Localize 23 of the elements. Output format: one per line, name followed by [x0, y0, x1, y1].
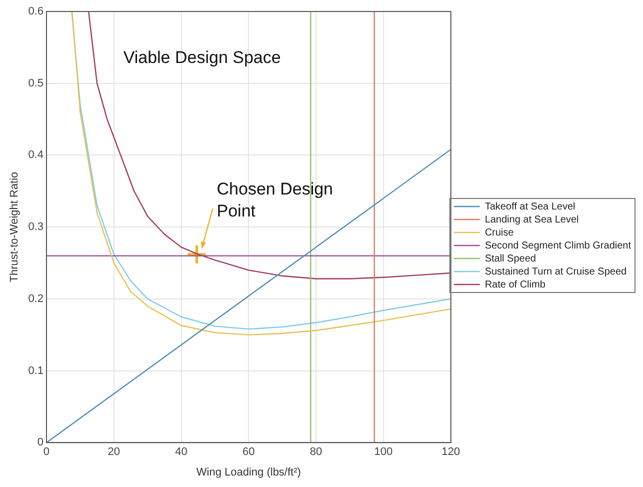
legend-label: Cruise — [484, 227, 514, 238]
x-tick-label: 60 — [242, 446, 255, 458]
legend-label: Takeoff at Sea Level — [484, 201, 576, 212]
x-tick-label: 20 — [108, 446, 120, 458]
y-tick-label: 0.6 — [28, 6, 44, 18]
y-tick-label: 0.5 — [28, 77, 44, 90]
legend-label: Landing at Sea Level — [484, 214, 579, 226]
legend-label: Rate of Climb — [484, 279, 546, 290]
legend-label: Stall Speed — [484, 253, 536, 264]
x-tick-label: 100 — [374, 446, 393, 458]
y-tick-label: 0.3 — [28, 221, 44, 234]
x-axis-title: Wing Loading (lbs/ft²) — [196, 466, 301, 478]
y-axis-title: Thrust-to-Weight Ratio — [8, 172, 21, 282]
x-tick-label: 80 — [310, 446, 322, 458]
legend-label: Sustained Turn at Cruise Speed — [484, 266, 627, 278]
legend-label: Second Segment Climb Gradient — [484, 240, 632, 252]
y-tick-label: 0.4 — [28, 149, 44, 162]
x-tick-label: 120 — [442, 446, 460, 458]
x-tick-label: 40 — [175, 446, 188, 458]
y-tick-label: 0.2 — [28, 292, 44, 305]
y-tick-label: 0.1 — [28, 364, 44, 377]
annotation: Viable Design Space — [123, 48, 281, 68]
y-tick-label: 0 — [37, 436, 44, 449]
